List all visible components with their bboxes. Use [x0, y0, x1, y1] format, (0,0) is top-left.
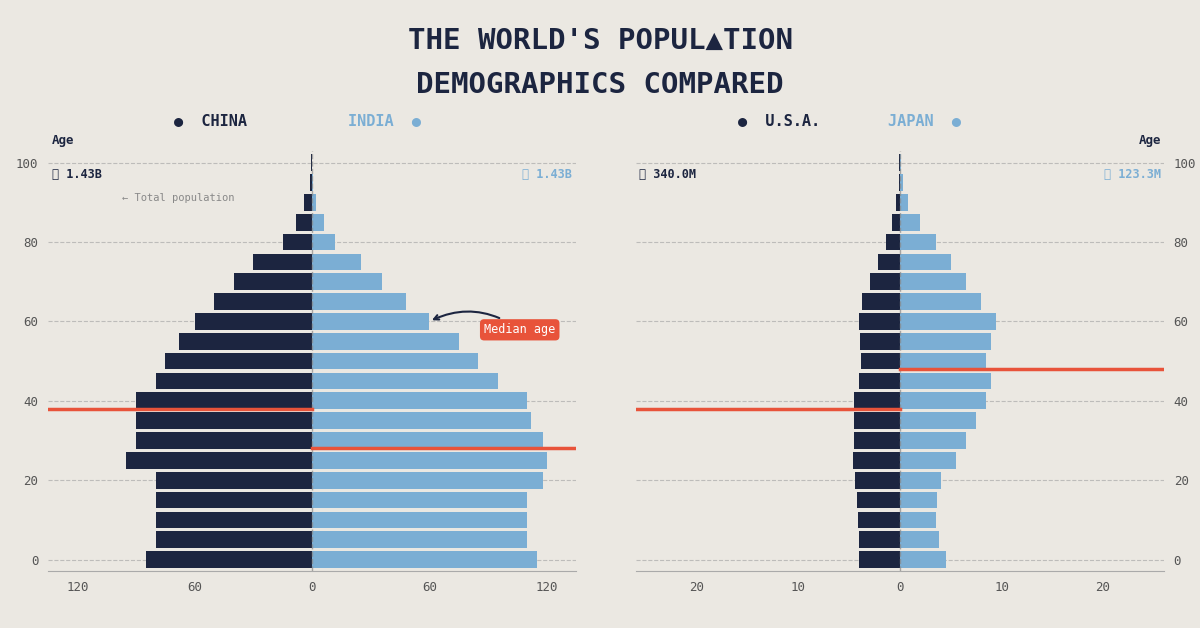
Bar — [156, 512, 312, 528]
Text: ●  CHINA: ● CHINA — [174, 114, 247, 129]
Bar — [900, 333, 991, 350]
Bar — [156, 492, 312, 509]
Text: Age: Age — [1139, 134, 1160, 147]
Text: ●  U.S.A.: ● U.S.A. — [738, 114, 820, 129]
Bar — [179, 333, 312, 350]
Bar — [215, 293, 312, 310]
Bar — [900, 551, 946, 568]
Bar — [900, 254, 950, 270]
Text: THE WORLD'S POPUL▲TION: THE WORLD'S POPUL▲TION — [408, 27, 792, 55]
Bar — [312, 293, 406, 310]
Bar — [900, 372, 991, 389]
Bar — [900, 392, 986, 409]
Bar — [854, 432, 900, 449]
Bar — [136, 392, 312, 409]
Text: DEMOGRAPHICS COMPARED: DEMOGRAPHICS COMPARED — [416, 71, 784, 99]
Bar — [126, 452, 312, 468]
Bar — [312, 372, 498, 389]
Bar — [312, 313, 430, 330]
Text: JAPAN  ●: JAPAN ● — [888, 114, 961, 129]
Bar — [312, 194, 316, 210]
Bar — [310, 174, 312, 191]
Bar — [892, 214, 900, 230]
Bar — [304, 194, 312, 210]
Bar — [854, 392, 900, 409]
Text: ⓘ 123.3M: ⓘ 123.3M — [1104, 168, 1160, 181]
Bar — [312, 392, 527, 409]
Bar — [253, 254, 312, 270]
Bar — [145, 551, 312, 568]
Bar — [900, 293, 982, 310]
Bar — [900, 174, 904, 191]
Bar — [900, 214, 920, 230]
Bar — [860, 333, 900, 350]
Bar — [870, 273, 900, 290]
Bar — [900, 452, 956, 468]
Bar — [856, 472, 900, 489]
Bar — [312, 472, 542, 489]
Bar — [312, 353, 479, 369]
Bar — [312, 452, 547, 468]
Bar — [156, 472, 312, 489]
Bar — [900, 432, 966, 449]
Bar — [312, 273, 383, 290]
Bar — [312, 254, 361, 270]
Bar — [900, 273, 966, 290]
Bar — [896, 194, 900, 210]
Bar — [857, 492, 900, 509]
Bar — [863, 293, 900, 310]
Bar — [312, 413, 532, 429]
Bar — [859, 551, 900, 568]
Bar — [156, 531, 312, 548]
Bar — [877, 254, 900, 270]
Bar — [858, 512, 900, 528]
Text: Median age: Median age — [434, 311, 556, 337]
Bar — [312, 333, 458, 350]
Bar — [194, 313, 312, 330]
Bar — [853, 452, 900, 468]
Bar — [312, 214, 324, 230]
Bar — [312, 432, 542, 449]
Bar — [900, 472, 941, 489]
Text: ← Total population: ← Total population — [122, 193, 235, 203]
Bar — [312, 492, 527, 509]
Text: Age: Age — [52, 134, 74, 147]
Bar — [900, 492, 936, 509]
Text: INDIA  ●: INDIA ● — [348, 114, 421, 129]
Text: ⓘ 1.43B: ⓘ 1.43B — [52, 168, 102, 181]
Bar — [862, 353, 900, 369]
Bar — [900, 353, 986, 369]
Bar — [166, 353, 312, 369]
Bar — [900, 234, 936, 251]
Bar — [859, 372, 900, 389]
Bar — [900, 512, 936, 528]
Text: ⓘ 1.43B: ⓘ 1.43B — [522, 168, 572, 181]
Bar — [900, 194, 908, 210]
Text: ⓘ 340.0M: ⓘ 340.0M — [640, 168, 696, 181]
Bar — [859, 313, 900, 330]
Bar — [136, 432, 312, 449]
Bar — [156, 372, 312, 389]
Bar — [854, 413, 900, 429]
Bar — [900, 531, 938, 548]
Bar — [900, 313, 996, 330]
Bar — [900, 413, 976, 429]
Bar — [859, 531, 900, 548]
Bar — [312, 551, 536, 568]
Bar — [312, 234, 336, 251]
Bar — [136, 413, 312, 429]
Bar — [886, 234, 900, 251]
Bar — [312, 512, 527, 528]
Bar — [283, 234, 312, 251]
Bar — [234, 273, 312, 290]
Bar — [296, 214, 312, 230]
Bar — [312, 531, 527, 548]
